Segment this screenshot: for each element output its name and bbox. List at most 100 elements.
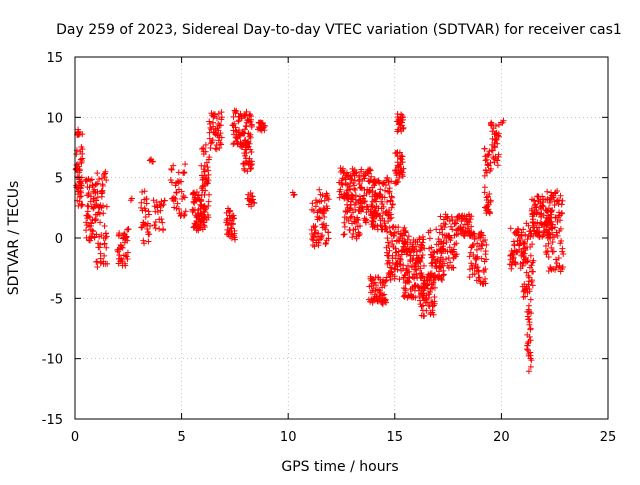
- x-tick-label: 0: [71, 430, 79, 445]
- data-point: [494, 162, 501, 169]
- data-point: [181, 194, 188, 201]
- data-point: [195, 192, 202, 199]
- data-point: [395, 237, 402, 244]
- data-point: [431, 293, 438, 300]
- data-point: [198, 197, 205, 204]
- data-point: [125, 226, 132, 233]
- data-point: [203, 159, 210, 166]
- data-point: [436, 238, 443, 245]
- data-point: [539, 199, 546, 206]
- data-point: [248, 123, 255, 130]
- data-point: [96, 176, 103, 183]
- data-point: [173, 189, 180, 196]
- data-point: [485, 151, 492, 158]
- data-point: [212, 145, 219, 152]
- data-point: [511, 260, 518, 267]
- data-point: [543, 222, 550, 229]
- data-point: [442, 221, 449, 228]
- y-tick-label: -15: [42, 413, 63, 428]
- data-point: [481, 189, 488, 196]
- data-point: [419, 290, 426, 297]
- data-point: [441, 260, 448, 267]
- data-point: [491, 139, 498, 146]
- data-point: [558, 238, 565, 244]
- data-point: [384, 174, 391, 181]
- data-point: [419, 302, 426, 309]
- data-point: [412, 266, 419, 273]
- data-point: [383, 299, 390, 306]
- data-point: [315, 230, 322, 237]
- data-point: [545, 254, 552, 261]
- data-point: [78, 182, 85, 189]
- data-point: [316, 215, 323, 222]
- data-point: [400, 293, 407, 300]
- data-point: [544, 212, 551, 219]
- data-point: [484, 161, 491, 168]
- data-point: [440, 271, 447, 278]
- data-point: [481, 172, 488, 179]
- data-point: [433, 226, 440, 233]
- data-point: [518, 232, 525, 239]
- data-point: [90, 205, 97, 212]
- data-point: [94, 170, 101, 177]
- data-point: [212, 111, 219, 118]
- data-point: [99, 187, 106, 194]
- data-point: [373, 282, 380, 289]
- data-point: [364, 203, 371, 210]
- data-point: [466, 274, 473, 281]
- data-point: [124, 255, 131, 262]
- data-point: [231, 227, 238, 234]
- data-point: [339, 181, 346, 188]
- data-point: [470, 230, 477, 237]
- data-point: [528, 310, 535, 317]
- y-tick-label: 10: [46, 111, 63, 126]
- data-point: [144, 225, 151, 232]
- data-point: [439, 277, 446, 284]
- data-point: [201, 223, 208, 230]
- data-point: [549, 239, 556, 246]
- data-point: [204, 180, 211, 187]
- data-point: [216, 145, 223, 152]
- data-point: [128, 195, 135, 202]
- data-point: [386, 185, 393, 192]
- data-point: [527, 363, 534, 370]
- data-point: [230, 131, 237, 138]
- data-point: [353, 169, 360, 176]
- data-point: [352, 186, 359, 193]
- data-point: [316, 236, 323, 243]
- data-point: [84, 208, 91, 215]
- data-point: [419, 233, 426, 240]
- data-point: [247, 134, 254, 141]
- data-point: [182, 161, 189, 168]
- data-point: [204, 164, 211, 171]
- data-point: [388, 268, 395, 275]
- data-point: [450, 264, 457, 271]
- data-point: [385, 239, 392, 246]
- data-point: [206, 118, 213, 125]
- data-point: [417, 258, 424, 265]
- data-point: [249, 193, 256, 200]
- data-point: [86, 214, 93, 221]
- data-point: [323, 222, 330, 229]
- data-point: [214, 115, 221, 122]
- data-point: [431, 284, 438, 291]
- data-point: [116, 245, 123, 252]
- data-point: [430, 311, 437, 318]
- data-point: [399, 153, 406, 160]
- data-point: [553, 263, 560, 270]
- data-point: [96, 210, 103, 217]
- data-point: [311, 230, 318, 237]
- data-point: [182, 208, 189, 215]
- data-point: [482, 265, 489, 272]
- data-point: [323, 240, 330, 247]
- data-point: [152, 225, 159, 232]
- data-point: [249, 161, 256, 168]
- data-point: [361, 175, 368, 182]
- data-point: [78, 193, 85, 200]
- data-point: [556, 262, 563, 269]
- data-point: [260, 122, 267, 129]
- data-point: [209, 137, 216, 144]
- data-point: [339, 175, 346, 182]
- data-point: [550, 248, 557, 255]
- data-point: [347, 186, 354, 193]
